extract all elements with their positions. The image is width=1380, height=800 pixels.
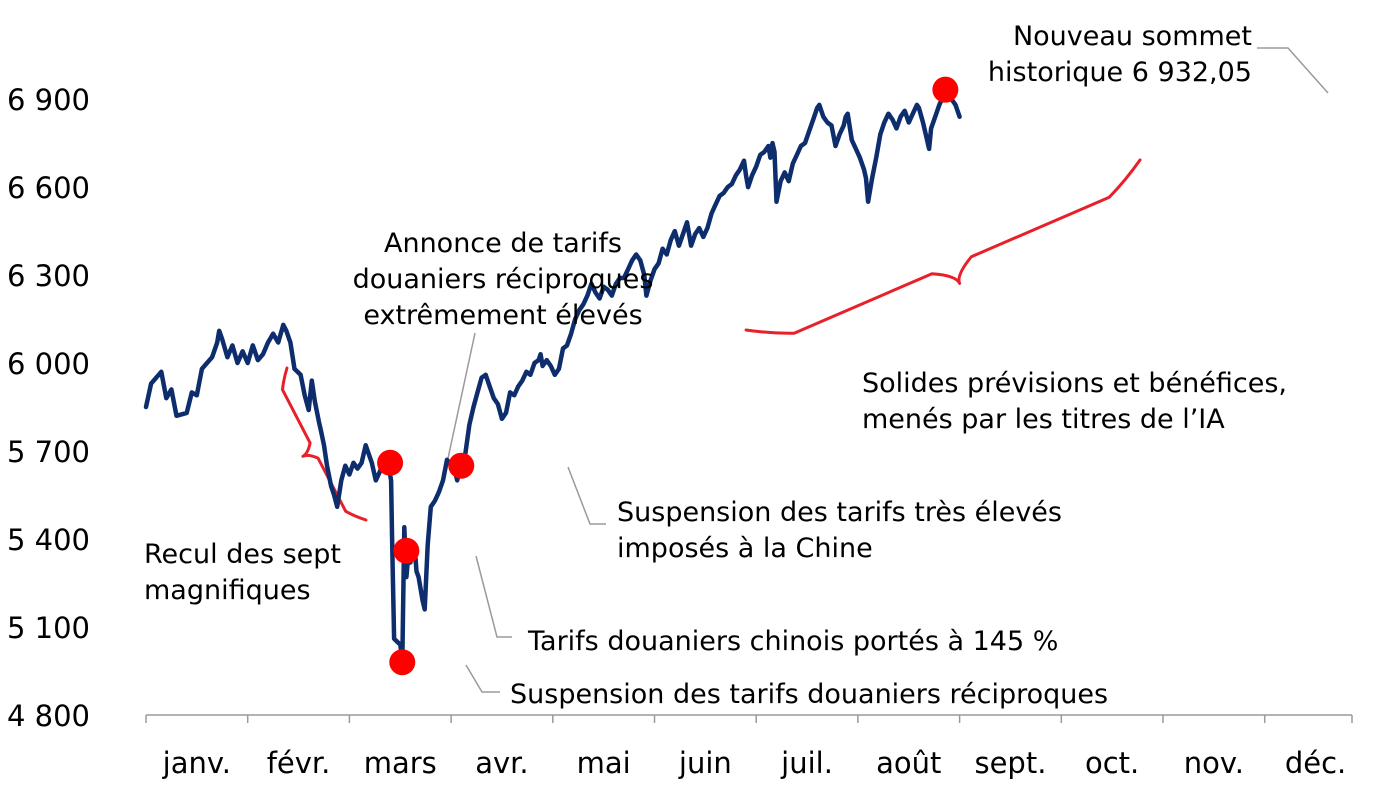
x-tick-label: févr. [267,746,331,780]
y-tick-label: 6 600 [7,171,90,205]
event-marker [393,537,420,564]
annotation-line: douaniers réciproques [353,264,654,295]
leader-lines [446,47,1329,693]
annotation-labels: Recul des sept magnifiques Annonce de tari… [144,21,1287,710]
annotation-line: menés par les titres de l’IA [862,404,1225,435]
annotation-line: Suspension des tarifs douaniers réciproq… [510,679,1108,710]
leader-annonce [446,332,476,464]
event-marker [389,649,416,676]
x-tick-label: nov. [1184,746,1244,780]
annotation-recul: Recul des sept magnifiques [144,539,341,606]
bracket-recul [281,366,368,522]
y-tick-label: 5 100 [7,611,90,645]
annotation-brackets [281,158,1142,522]
annotation-line: extrêmement élevés [363,300,642,331]
annotation-line: Solides prévisions et bénéfices, [862,368,1287,399]
y-tick-label: 5 400 [7,523,90,557]
annotation-annonce: Annonce de tarifs douaniers réciproques ex… [353,228,654,331]
event-markers [377,76,959,676]
x-tick-label: janv. [162,746,231,780]
x-tick-label: juil. [780,746,833,780]
x-tick-label: sept. [974,746,1046,780]
series-line [143,88,962,665]
x-tick-label: avr. [475,746,528,780]
y-tick-label: 5 700 [7,435,90,469]
series-layer [143,88,962,665]
event-marker [448,452,475,479]
annotation-line: Tarifs douaniers chinois portés à 145 % [527,626,1058,657]
annotation-line: Suspension des tarifs très élevés [617,497,1062,528]
y-tick-label: 6 900 [7,83,90,117]
annotation-line: Annonce de tarifs [384,228,622,259]
bracket-ia [744,158,1142,335]
annotation-ia: Solides prévisions et bénéfices, menés pa… [862,368,1287,435]
x-tick-label: oct. [1085,746,1139,780]
leader-suspension-reciproques [465,664,500,693]
annotation-line: magnifiques [144,575,311,606]
x-tick-label: déc. [1285,746,1346,780]
annotation-suspension-chine: Suspension des tarifs très élevés imposés… [617,497,1062,564]
x-tick-label: mars [364,746,437,780]
annotation-sommet: Nouveau sommet historique 6 932,05 [988,21,1252,88]
annotation-suspension-reciproques: Suspension des tarifs douaniers réciproq… [510,679,1108,710]
leader-sommet [1257,47,1329,94]
event-marker [377,449,404,476]
y-tick-label: 6 000 [7,347,90,381]
annotation-line: historique 6 932,05 [988,57,1252,88]
annotation-line: imposés à la Chine [617,533,873,564]
y-tick-label: 4 800 [7,699,90,733]
event-marker [932,76,959,103]
x-tick-label: mai [577,746,631,780]
annotation-tarifs-145: Tarifs douaniers chinois portés à 145 % [527,626,1058,657]
annotation-line: Recul des sept [144,539,341,570]
annotation-line: Nouveau sommet [1013,21,1252,52]
x-tick-label: juin [678,746,732,780]
leader-suspension-chine [567,466,606,525]
x-tick-label: août [876,746,941,780]
axes: janv. févr. mars avr. mai juin juil. août sept. o… [7,83,1353,780]
y-tick-label: 6 300 [7,259,90,293]
leader-tarifs-145 [475,555,512,638]
